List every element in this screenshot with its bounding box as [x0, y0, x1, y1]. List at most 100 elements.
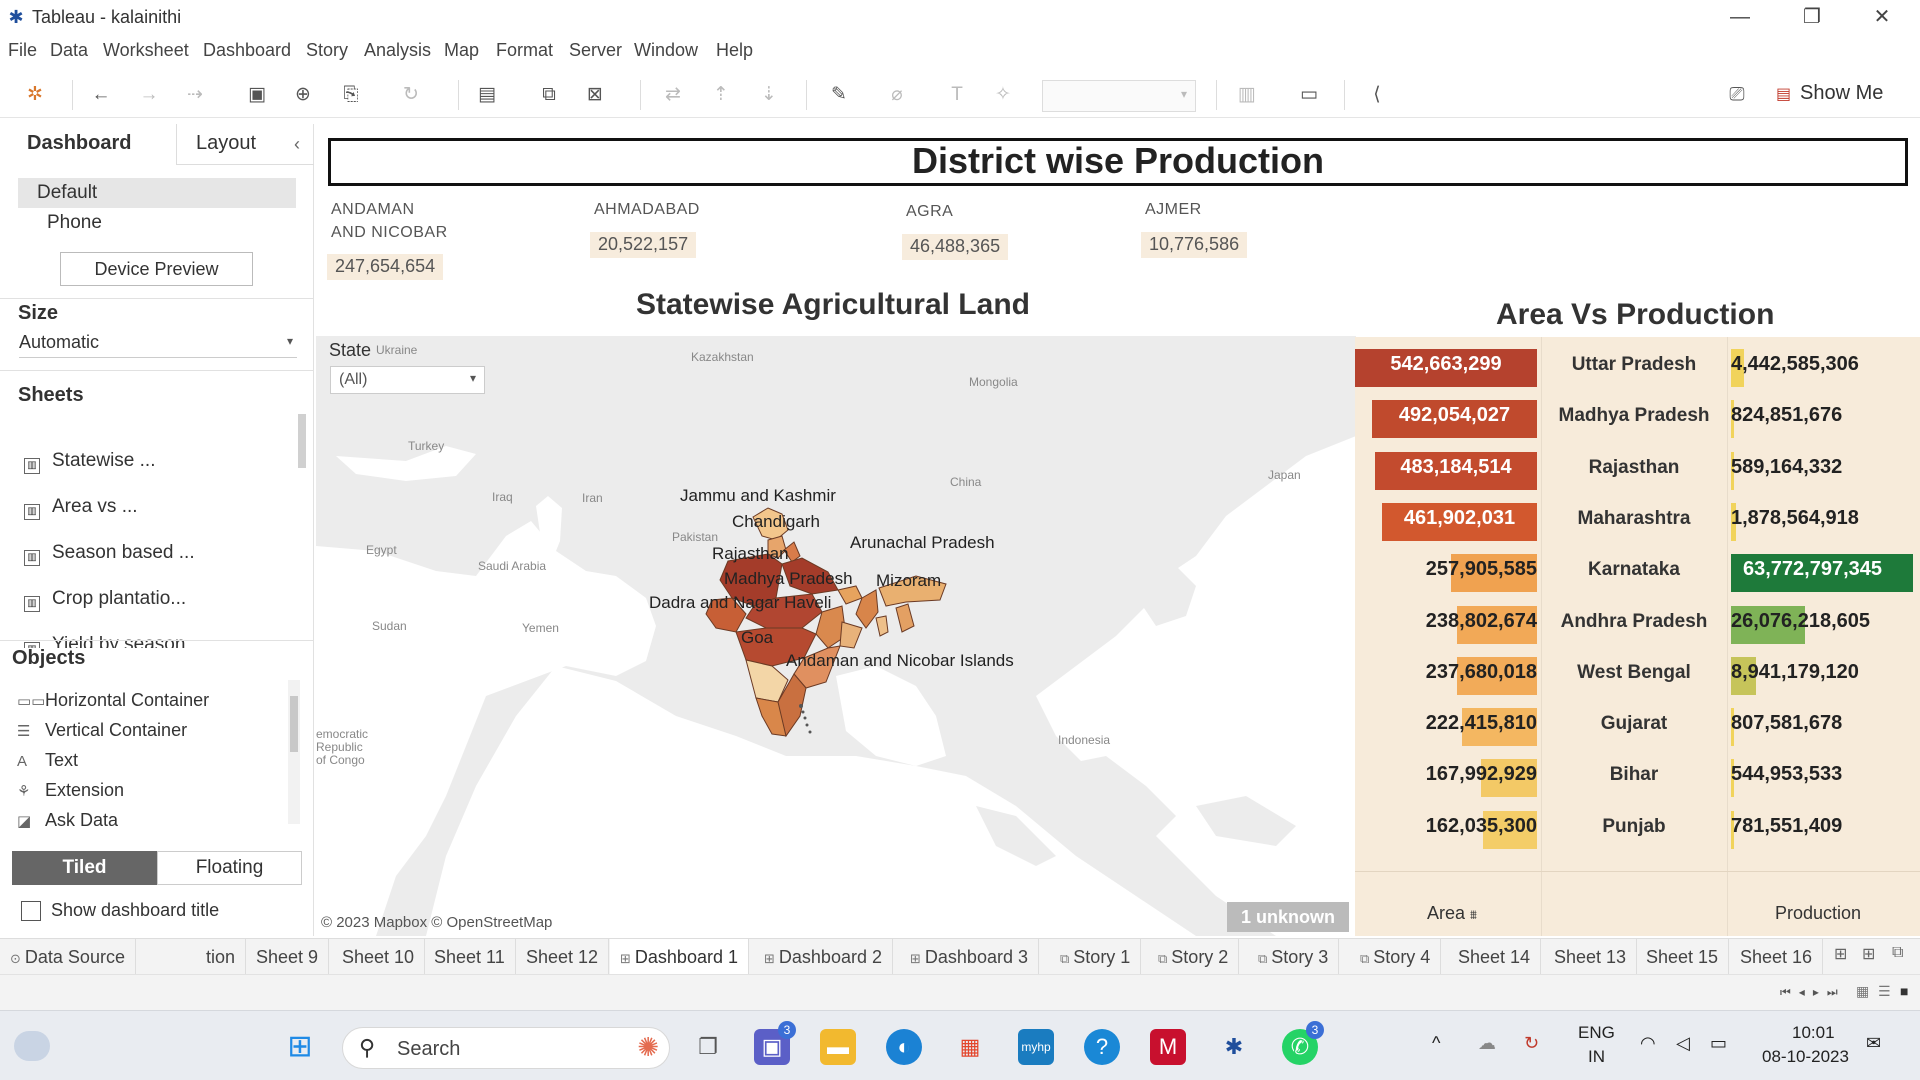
area-bar[interactable]	[1451, 554, 1537, 593]
state-filter-dropdown[interactable]: (All)	[330, 366, 485, 394]
unknown-indicator[interactable]: 1 unknown	[1227, 902, 1349, 932]
grid-view-icon[interactable]: ▦	[1856, 983, 1870, 999]
get-help-icon[interactable]: ?	[1084, 1029, 1120, 1065]
area-bar[interactable]	[1457, 605, 1537, 644]
menu-data[interactable]: Data	[50, 40, 89, 60]
area-axis-label[interactable]: Area ⩩	[1427, 903, 1477, 923]
menu-dashboard[interactable]: Dashboard	[203, 40, 292, 60]
windows-start-icon[interactable]: ⊞	[287, 1030, 313, 1063]
file-explorer-icon[interactable]: ▬	[820, 1029, 856, 1065]
avp-row[interactable]: 257,905,585 Karnataka 63,772,797,345	[1355, 548, 1920, 599]
swap-icon[interactable]: ⇄	[665, 84, 681, 105]
new-worksheet-icon[interactable]: ▤	[478, 84, 496, 105]
sheet-tab[interactable]: ⊞ Dashboard 1	[610, 939, 749, 975]
avp-row[interactable]: 222,415,810 Gujarat 807,581,678	[1355, 702, 1920, 753]
sheet-tab[interactable]: ⊞ Dashboard 2	[754, 939, 893, 975]
menu-worksheet[interactable]: Worksheet	[103, 40, 189, 60]
west-bengal-shape[interactable]	[855, 589, 879, 629]
minimize-button[interactable]: —	[1730, 6, 1750, 28]
object-text[interactable]: A Text	[17, 750, 79, 770]
sheet-tab[interactable]: Sheet 12	[516, 939, 610, 975]
menu-analysis[interactable]: Analysis	[364, 40, 432, 60]
arunachal-assam-shape[interactable]	[878, 575, 947, 607]
menu-help[interactable]: Help	[716, 40, 754, 60]
avp-row[interactable]: 542,663,299 Uttar Pradesh 4,442,585,306	[1355, 343, 1920, 394]
sheet-tab[interactable]: Sheet 15	[1636, 939, 1730, 975]
production-bar[interactable]	[1731, 759, 1734, 798]
sheet-item[interactable]: ▥Yield by season	[24, 634, 185, 648]
avp-row[interactable]: 162,035,300 Punjab 781,551,409	[1355, 805, 1920, 856]
area-bar[interactable]	[1382, 502, 1537, 541]
mizoram-shape[interactable]	[895, 603, 915, 633]
highlight-icon[interactable]: ✎	[831, 84, 847, 105]
menu-map[interactable]: Map	[444, 40, 480, 60]
object-ask-data[interactable]: ◪ Ask Data	[17, 810, 119, 830]
new-worksheet-tab-icon[interactable]: ⊞	[1834, 946, 1848, 963]
production-bar[interactable]	[1731, 605, 1805, 644]
duplicate-icon[interactable]: ⧉	[542, 84, 556, 105]
sync-icon[interactable]: ↻	[1524, 1033, 1540, 1053]
menu-server[interactable]: Server	[569, 40, 623, 60]
jammu-kashmir-shape[interactable]	[752, 507, 789, 541]
battery-icon[interactable]: ▭	[1710, 1033, 1728, 1053]
state-map[interactable]: Ukraine Kazakhstan Mongolia Turkey China…	[316, 336, 1356, 936]
list-view-icon[interactable]: ☰	[1878, 983, 1891, 999]
show-hidden-icons-icon[interactable]: ^	[1432, 1033, 1441, 1053]
production-bar[interactable]	[1731, 451, 1734, 490]
tab-navigation-icon[interactable]: ⏮◂▸⏭	[1780, 985, 1846, 999]
area-bar[interactable]	[1462, 708, 1537, 747]
area-bar[interactable]	[1457, 656, 1537, 695]
object-extension[interactable]: ⚘ Extension	[17, 780, 125, 800]
language-region[interactable]: IN	[1588, 1047, 1605, 1066]
avp-row[interactable]: 238,802,674 Andhra Pradesh 26,076,218,605	[1355, 600, 1920, 651]
device-default[interactable]: Default	[18, 178, 296, 208]
device-preview-button[interactable]: Device Preview	[60, 252, 253, 286]
tableau-taskbar-icon[interactable]: ✱	[1216, 1029, 1252, 1065]
group-icon[interactable]: ⌀	[891, 84, 903, 105]
labels-icon[interactable]: T	[951, 84, 963, 105]
task-view-icon[interactable]: ❐	[698, 1034, 718, 1059]
sheet-item[interactable]: ▥ Statewise ...	[24, 450, 156, 474]
sheet-tab[interactable]: Sheet 11	[424, 939, 516, 975]
filmstrip-view-icon[interactable]: ■	[1900, 983, 1909, 999]
close-button[interactable]: ✕	[1873, 6, 1891, 28]
clock-date[interactable]: 08-10-2023	[1762, 1047, 1849, 1066]
object-horizontal-container[interactable]: ▭▭Horizontal Container	[17, 690, 210, 710]
sheet-tab[interactable]: Sheet 13	[1544, 939, 1638, 975]
redo-icon[interactable]: →	[139, 84, 159, 105]
sheet-tab[interactable]: ⧉ Story 4	[1350, 939, 1442, 975]
tab-layout[interactable]: Layout	[196, 132, 257, 154]
punjab-shape[interactable]	[767, 535, 787, 559]
new-datasource-icon[interactable]: ⊕	[295, 84, 311, 105]
sheet-tab[interactable]: ⧉ Story 2	[1148, 939, 1240, 975]
avp-row[interactable]: 237,680,018 West Bengal 8,941,179,120	[1355, 651, 1920, 702]
avp-row[interactable]: 492,054,027 Madhya Pradesh 824,851,676	[1355, 394, 1920, 445]
production-bar[interactable]	[1731, 708, 1734, 747]
uttarakhand-shape[interactable]	[783, 541, 801, 563]
show-title-checkbox[interactable]	[21, 901, 41, 921]
area-bar[interactable]	[1355, 349, 1537, 387]
production-bar[interactable]	[1731, 349, 1744, 387]
edge-icon[interactable]: ◐	[886, 1029, 922, 1065]
volume-icon[interactable]: ◁	[1676, 1033, 1690, 1053]
object-vertical-container[interactable]: ☰ Vertical Container	[17, 720, 188, 740]
pause-updates-icon[interactable]: ⎘	[343, 84, 359, 105]
collapse-pane-icon[interactable]: ‹	[294, 134, 300, 154]
objects-scrollbar[interactable]	[288, 680, 300, 824]
share-icon[interactable]: ⟨	[1373, 84, 1381, 105]
mcafee-icon[interactable]: M	[1150, 1029, 1186, 1065]
wifi-icon[interactable]: ◠	[1640, 1033, 1656, 1053]
notifications-icon[interactable]: ✉	[1866, 1033, 1882, 1053]
avp-row[interactable]: 461,902,031 Maharashtra 1,878,564,918	[1355, 497, 1920, 548]
odisha-shape[interactable]	[839, 621, 863, 649]
tamil-nadu-shape[interactable]	[777, 673, 807, 738]
production-bar[interactable]	[1731, 502, 1736, 541]
floating-button[interactable]: Floating	[157, 851, 302, 885]
myhp-icon[interactable]: myhp	[1018, 1029, 1054, 1065]
show-me-button[interactable]: Show Me	[1800, 82, 1884, 104]
area-bar[interactable]	[1483, 810, 1537, 849]
presentation-mode-icon[interactable]: ▭	[1300, 84, 1318, 105]
replay-icon[interactable]: ⇢	[187, 84, 203, 105]
sheet-tab[interactable]: tion	[196, 939, 247, 975]
area-vs-production-table[interactable]: 542,663,299 Uttar Pradesh 4,442,585,306 492…	[1355, 337, 1920, 936]
